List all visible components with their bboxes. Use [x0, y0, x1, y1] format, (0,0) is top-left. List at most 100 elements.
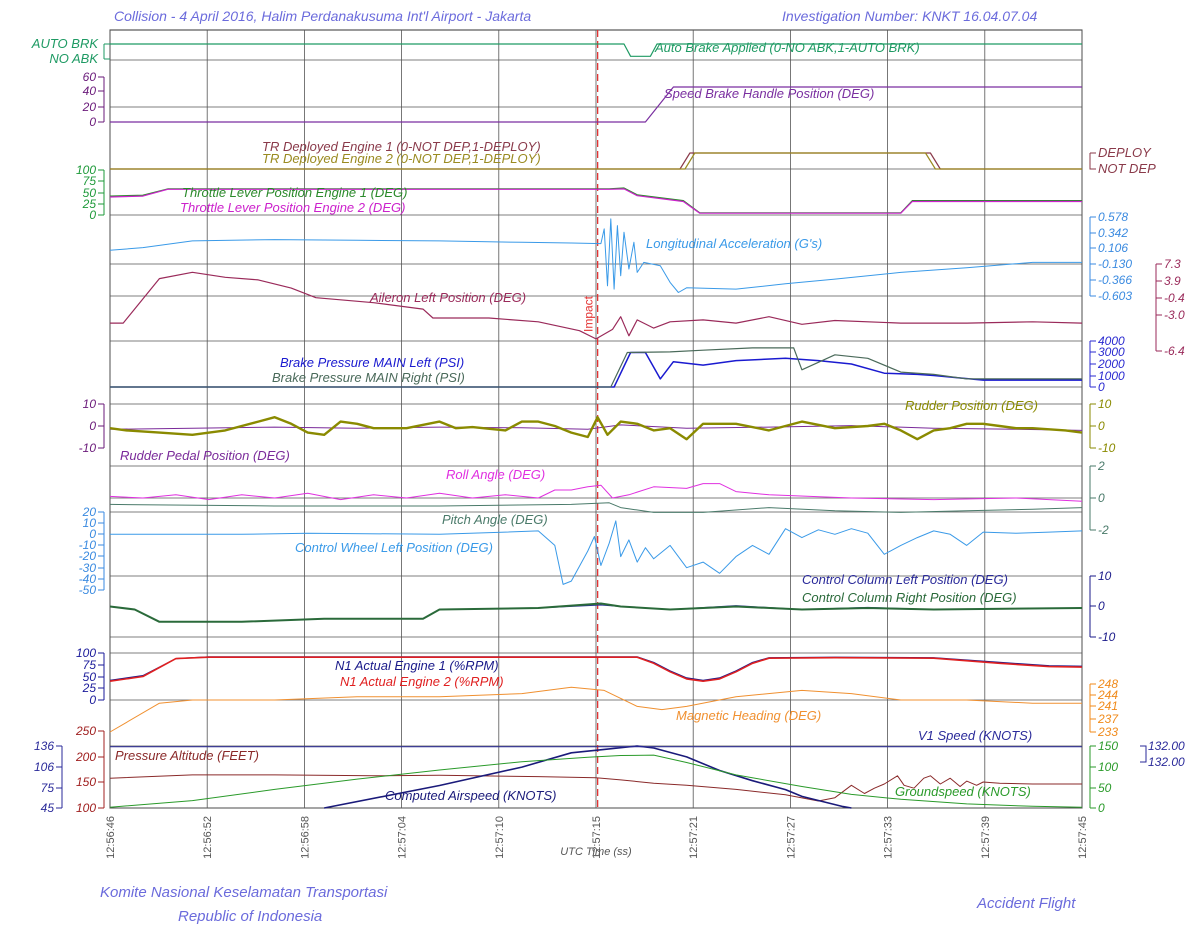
- x-tick-label: 12:57:27: [785, 816, 797, 859]
- n1-tick-label: 75: [83, 658, 97, 672]
- x-tick-label: 12:57:33: [883, 816, 895, 859]
- series-aileron-0: [110, 271, 1083, 340]
- series-label: Control Wheel Left Position (DEG): [295, 540, 493, 555]
- throttle-tick-label: 25: [82, 197, 97, 211]
- brake_pressure-tick-label: 0: [1098, 380, 1105, 394]
- roll_pitch-tick-label: 0: [1098, 491, 1105, 505]
- aileron-tick-label: -0.4: [1164, 291, 1185, 305]
- control_column-tick-label: 10: [1098, 569, 1112, 583]
- ab-tick-label: AUTO BRK: [31, 36, 100, 51]
- x-axis-label: UTC Time (ss): [560, 846, 632, 858]
- rudder-pedal-tick-label: 10: [83, 397, 97, 411]
- series-label: N1 Actual Engine 2 (%RPM): [340, 674, 504, 689]
- throttle-tick-label: 75: [83, 174, 97, 188]
- series-roll_pitch-0: [109, 483, 1083, 502]
- n1-tick-label: 100: [76, 646, 96, 660]
- series-long_accel-0: [109, 218, 1082, 293]
- x-tick-label: 12:56:58: [299, 816, 311, 859]
- tr-tick-label: DEPLOY: [1098, 145, 1152, 160]
- series-label: Computed Airspeed (KNOTS): [385, 788, 556, 803]
- control_wheel-tick-label: 20: [82, 505, 97, 519]
- brake_pressure-tick-label: 1000: [1098, 369, 1125, 383]
- throttle-tick-label: 0: [89, 208, 96, 222]
- series-label: N1 Actual Engine 1 (%RPM): [335, 658, 499, 673]
- long_accel-tick-label: -0.603: [1098, 289, 1132, 303]
- aileron-tick-label: -6.4: [1164, 344, 1185, 358]
- series-thrust_reverser-1: [110, 152, 1082, 170]
- control_wheel-tick-label: -10: [79, 538, 97, 552]
- series-label: Control Column Left Position (DEG): [802, 572, 1008, 587]
- series-label: Rudder Pedal Position (DEG): [120, 448, 290, 463]
- x-tick-label: 12:57:15: [591, 816, 603, 859]
- rudder-pos-tick-label: 10: [1098, 397, 1112, 411]
- heading-tick-label: 244: [1097, 688, 1118, 702]
- series-label: Aileron Left Position (DEG): [369, 290, 526, 305]
- x-tick-label: 12:57:04: [397, 816, 409, 859]
- ab-tick-label: NO ABK: [49, 51, 99, 66]
- altitude-tick-label: 150: [76, 775, 96, 789]
- airspeed-tick-label: 106: [34, 760, 54, 774]
- series-control_wheel-0: [110, 520, 1083, 585]
- speed_brake-tick-label: 0: [89, 115, 96, 129]
- v1-bracket: [1140, 745, 1147, 763]
- control_column-tick-label: -10: [1098, 630, 1116, 644]
- heading-tick-label: 233: [1097, 725, 1118, 739]
- tr-axis: [1089, 152, 1096, 170]
- series-label: Brake Pressure MAIN Right (PSI): [272, 370, 465, 385]
- series-label: Magnetic Heading (DEG): [676, 708, 821, 723]
- control_wheel-tick-label: -30: [79, 561, 97, 575]
- altitude-tick-label: 250: [75, 724, 96, 738]
- airspeed-tick-label: 45: [41, 801, 55, 815]
- v1-value-bottom: 132.00: [1148, 755, 1185, 769]
- chart-title: Collision - 4 April 2016, Halim Perdanak…: [114, 8, 532, 24]
- series-n1-1: [109, 656, 1083, 682]
- heading-tick-label: 237: [1097, 712, 1119, 726]
- series-label: Speed Brake Handle Position (DEG): [664, 86, 874, 101]
- org-country: Republic of Indonesia: [178, 908, 323, 925]
- series-label: TR Deployed Engine 1 (0-NOT DEP,1-DEPLOY…: [262, 139, 541, 154]
- groundspeed-tick-label: 150: [1098, 739, 1118, 753]
- x-tick-label: 12:57:21: [688, 816, 700, 859]
- control_wheel-tick-label: 10: [83, 516, 97, 530]
- series-label: Rudder Position (DEG): [905, 398, 1038, 413]
- roll_pitch-tick-label: -2: [1098, 523, 1109, 537]
- groundspeed-tick-label: 0: [1098, 801, 1105, 815]
- x-tick-label: 12:56:52: [202, 816, 214, 859]
- control_wheel-tick-label: -40: [79, 572, 97, 586]
- aileron-tick-label: -3.0: [1164, 308, 1185, 322]
- brake_pressure-tick-label: 2000: [1097, 357, 1125, 371]
- org-name: Komite Nasional Keselamatan Transportasi: [100, 884, 388, 901]
- rudder-pos-tick-label: -10: [1098, 441, 1116, 455]
- long_accel-tick-label: -0.130: [1098, 257, 1132, 271]
- airspeed-tick-label: 75: [41, 781, 55, 795]
- series-altitude_speed-2: [109, 754, 1083, 808]
- fdr-chart: 12:56:46 12:56:52 12:56:58 12:57:04 12:57:10…: [31, 29, 1185, 859]
- series-label: Brake Pressure MAIN Left (PSI): [280, 355, 464, 370]
- n1-tick-label: 0: [89, 693, 96, 707]
- brake_pressure-tick-label: 4000: [1098, 334, 1125, 348]
- x-tick-label: 12:57:45: [1077, 816, 1089, 859]
- long_accel-tick-label: 0.578: [1098, 210, 1128, 224]
- throttle-tick-label: 100: [76, 163, 96, 177]
- groundspeed-tick-label: 50: [1098, 781, 1112, 795]
- n1-tick-label: 25: [82, 681, 97, 695]
- long_accel-tick-label: 0.342: [1098, 226, 1128, 240]
- series-speed_brake-0: [110, 86, 1082, 123]
- aileron-tick-label: 3.9: [1164, 274, 1181, 288]
- impact-label: Impact: [582, 295, 596, 332]
- roll_pitch-tick-label: 2: [1097, 459, 1105, 473]
- speed_brake-tick-label: 40: [83, 84, 97, 98]
- control_column-tick-label: 0: [1098, 599, 1105, 613]
- flight-label: Accident Flight: [977, 895, 1076, 912]
- v1-speed-label: V1 Speed (KNOTS): [918, 728, 1032, 743]
- long_accel-tick-label: -0.366: [1098, 273, 1132, 287]
- altitude-tick-label: 100: [76, 801, 96, 815]
- series-heading-0: [109, 686, 1082, 733]
- heading-tick-label: 241: [1097, 699, 1118, 713]
- altitude-tick-label: 200: [75, 750, 96, 764]
- tr-tick-label: NOT DEP: [1098, 161, 1156, 176]
- series-label: TR Deployed Engine 2 (0-NOT DEP,1-DEPLOY…: [262, 151, 541, 166]
- series-altitude_speed-1: [324, 745, 852, 809]
- airspeed-tick-label: 136: [34, 739, 54, 753]
- series-label: Groundspeed (KNOTS): [895, 784, 1031, 799]
